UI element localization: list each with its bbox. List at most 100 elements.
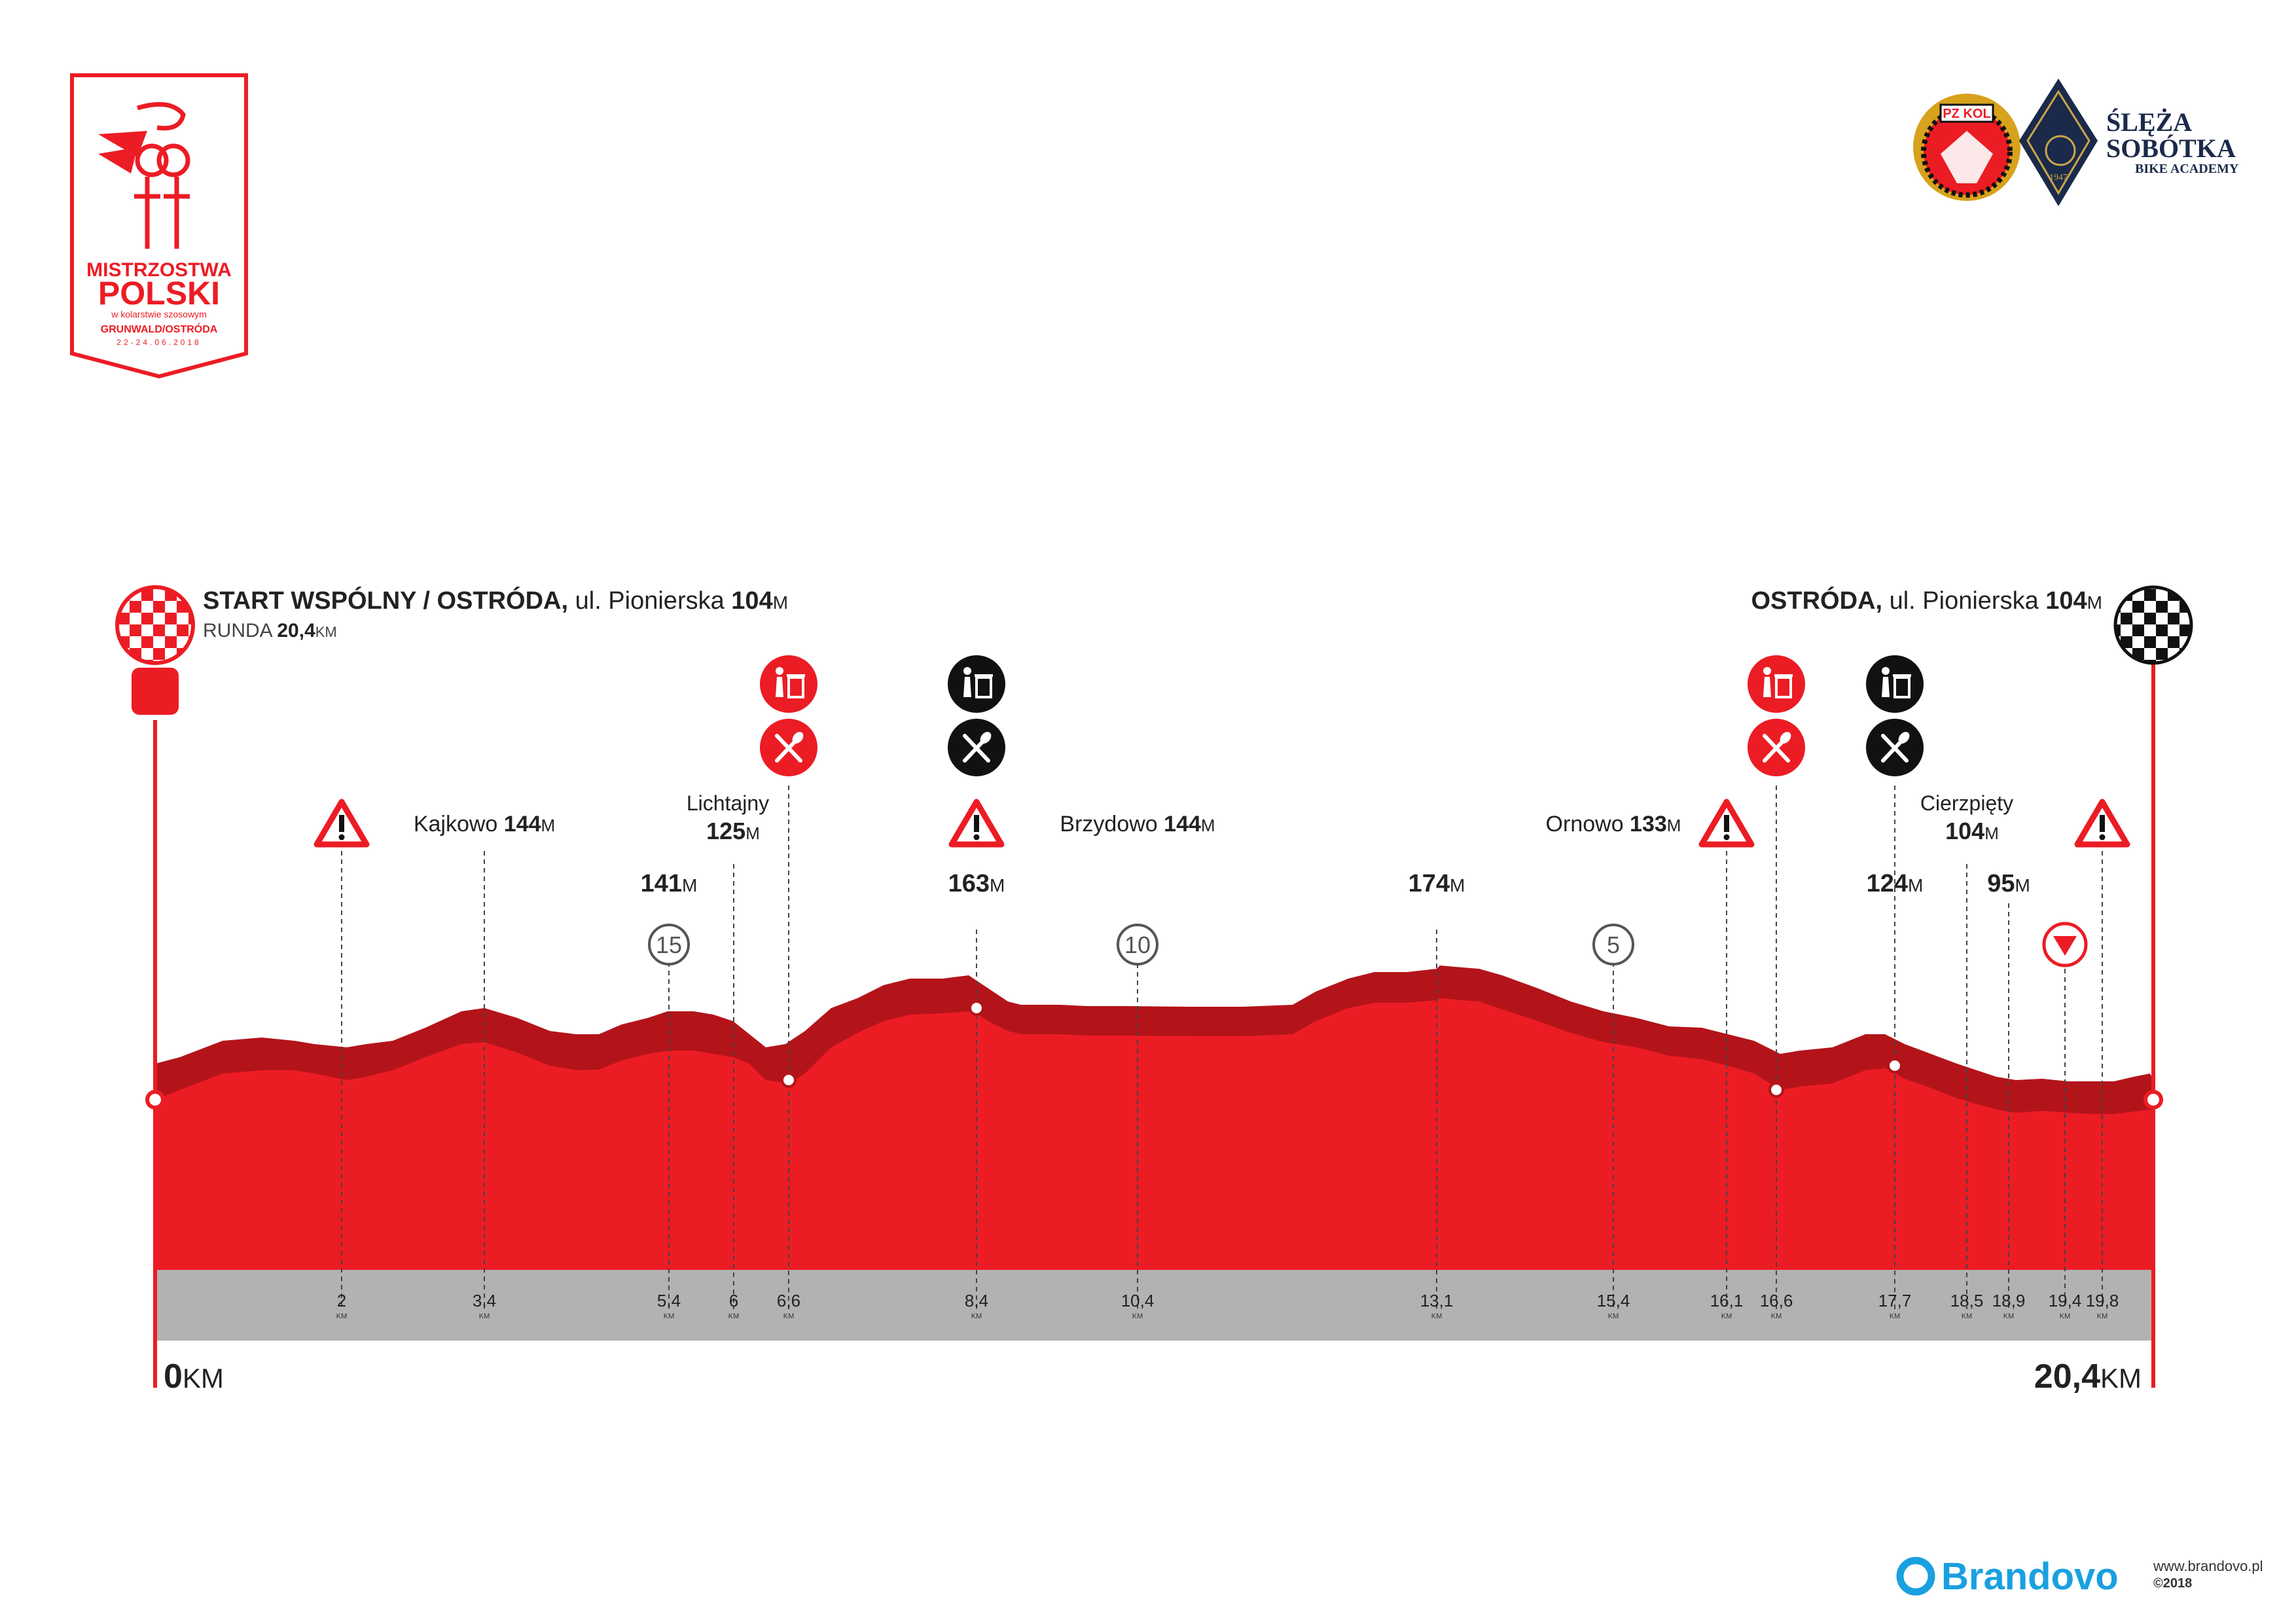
altitude-label: 163M xyxy=(948,870,1005,897)
km-marker-unit: KM xyxy=(1431,1312,1443,1320)
place-label: Ornowo 133M xyxy=(1546,812,1681,837)
altitude-label: 95M xyxy=(1987,870,2030,897)
logo-line2: POLSKI xyxy=(98,275,220,312)
finish-post xyxy=(2113,585,2193,1388)
km-marker-value: 5,4 xyxy=(657,1291,681,1310)
pzkol-logo: PZ KOL xyxy=(1913,94,2020,201)
sleza-name2: SOBÓTKA xyxy=(2106,134,2236,163)
logo-line5: 22-24.06.2018 xyxy=(117,338,201,347)
km-marker-unit: KM xyxy=(1962,1312,1973,1320)
km-marker-unit: KM xyxy=(2003,1312,2015,1320)
cyclist-emblem-icon xyxy=(98,101,190,249)
feed-zone-icon xyxy=(1866,719,1924,776)
warning-triangle-icon xyxy=(1698,799,1755,848)
pzkol-text: PZ KOL xyxy=(1943,107,1990,121)
place-name: Lichtajny xyxy=(687,791,769,815)
waste-zone-icon xyxy=(760,655,817,713)
logo-line3: w kolarstwie szosowym xyxy=(111,309,206,319)
start-checkered-flag-icon xyxy=(115,585,195,665)
marker-guides xyxy=(341,785,2103,1309)
km-marker-unit: KM xyxy=(2097,1312,2108,1320)
km-marker-value: 6,6 xyxy=(777,1291,800,1310)
warning-triangle-icon xyxy=(2074,799,2130,848)
km-marker-value: 8,4 xyxy=(965,1291,988,1310)
countdown-circle-icon xyxy=(1592,924,1634,965)
logo-line1: MISTRZOSTWA xyxy=(86,259,232,281)
km-marker-unit: KM xyxy=(783,1312,795,1320)
km-marker-unit: KM xyxy=(1771,1312,1782,1320)
distance-end: 20,4KM xyxy=(2034,1358,2142,1396)
sleza-sub: BIKE ACADEMY xyxy=(2135,162,2239,176)
runda-label: RUNDA 20,4KM xyxy=(203,620,337,641)
place-name: Cierzpięty xyxy=(1920,791,2013,815)
km-marker-value: 17,7 xyxy=(1878,1291,1912,1310)
feed-zone-icon xyxy=(948,719,1005,776)
sleza-year: 1947 xyxy=(2049,173,2068,183)
altitude-label: 141M xyxy=(641,870,698,897)
brandovo-icon xyxy=(1896,1557,1935,1596)
countdown-value: 5 xyxy=(1607,931,1620,958)
place-altitude: 125M xyxy=(706,818,760,844)
profile-fill xyxy=(155,998,2153,1270)
km-marker-unit: KM xyxy=(2060,1312,2071,1320)
brandovo-footer: Brandovo www.brandovo.pl ©2018 xyxy=(1896,1555,2263,1598)
feed-zone-icon xyxy=(1748,719,1805,776)
km-marker-unit: KM xyxy=(1608,1312,1619,1320)
place-label: Brzydowo 144M xyxy=(1060,812,1215,837)
countdown-circle-icon xyxy=(648,924,690,965)
countdown-value: 10 xyxy=(1124,931,1151,958)
start-label: START WSPÓLNY / OSTRÓDA, ul. Pionierska … xyxy=(203,586,788,615)
brandovo-url: www.brandovo.pl xyxy=(2153,1558,2263,1574)
warning-triangle-icon xyxy=(314,799,370,848)
km-markers: 2 KM 3,4 KM 5,4 KM 6 KM 6,6 KM 8,4 KM 10,4 KM 13,1 KM 15… xyxy=(336,1291,2119,1320)
logo-line4: GRUNWALD/OSTRÓDA xyxy=(101,323,218,335)
waste-zone-icon xyxy=(948,655,1005,713)
distance-start: 0KM xyxy=(164,1358,224,1396)
km-ruler-bar xyxy=(155,1270,2153,1341)
km-marker-unit: KM xyxy=(479,1312,490,1320)
route-icons: 15 10 5 xyxy=(314,655,2130,1098)
waste-zone-icon xyxy=(1866,655,1924,713)
feed-zone-icon xyxy=(760,719,817,776)
km-marker-unit: KM xyxy=(971,1312,982,1320)
finish-checkered-flag-icon xyxy=(2113,585,2193,665)
countdown-value: 15 xyxy=(656,931,682,958)
sleza-name1: ŚLĘŻA xyxy=(2106,107,2192,137)
km-marker-unit: KM xyxy=(336,1312,348,1320)
sleza-sobotka-logo: 1947 ŚLĘŻA SOBÓTKA BIKE ACADEMY xyxy=(2019,79,2239,206)
km-marker-value: 19,4 xyxy=(2049,1291,2082,1310)
place-labels: Kajkowo 144M Brzydowo 144M Ornowo 133M Lich… xyxy=(414,791,2030,897)
brandovo-year: ©2018 xyxy=(2153,1576,2192,1591)
finish-label: OSTRÓDA, ul. Pionierska 104M xyxy=(1751,586,2102,615)
km-marker-value: 19,8 xyxy=(2086,1291,2119,1310)
profile-point xyxy=(781,1072,797,1088)
km-marker-value: 18,5 xyxy=(1950,1291,1984,1310)
km-marker-unit: KM xyxy=(1721,1312,1732,1320)
km-marker-value: 2 xyxy=(337,1291,346,1310)
km-marker-unit: KM xyxy=(664,1312,675,1320)
km-marker-unit: KM xyxy=(1890,1312,1901,1320)
warning-triangle-icon xyxy=(948,799,1005,848)
km-marker-value: 13,1 xyxy=(1420,1291,1454,1310)
profile-point xyxy=(969,1000,984,1016)
km-marker-value: 6 xyxy=(729,1291,738,1310)
altitude-label: 124M xyxy=(1867,870,1924,897)
descent-marker-icon xyxy=(2042,922,2088,967)
km-marker-value: 16,6 xyxy=(1760,1291,1793,1310)
km-marker-value: 18,9 xyxy=(1992,1291,2026,1310)
waste-zone-icon xyxy=(1748,655,1805,713)
brandovo-name: Brandovo xyxy=(1941,1555,2119,1598)
start-post xyxy=(115,585,195,1388)
profile-point xyxy=(1887,1058,1903,1074)
elevation-profile xyxy=(155,965,2153,1341)
place-altitude: 104M xyxy=(1945,818,1999,844)
km-marker-unit: KM xyxy=(1132,1312,1143,1320)
place-label: Kajkowo 144M xyxy=(414,812,555,837)
countdown-circle-icon xyxy=(1117,924,1158,965)
km-marker-value: 16,1 xyxy=(1710,1291,1744,1310)
km-marker-value: 10,4 xyxy=(1121,1291,1155,1310)
profile-point xyxy=(1768,1082,1784,1098)
altitude-label: 174M xyxy=(1408,870,1465,897)
km-marker-value: 3,4 xyxy=(473,1291,496,1310)
